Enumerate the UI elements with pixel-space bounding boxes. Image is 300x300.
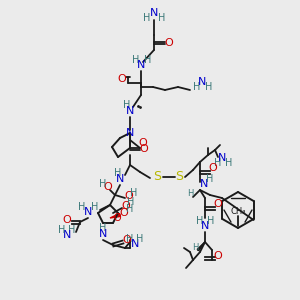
Text: H: H (144, 55, 152, 65)
Text: H: H (158, 13, 166, 23)
Text: O: O (63, 215, 71, 225)
Text: O: O (120, 208, 128, 218)
Text: O: O (113, 213, 121, 223)
Text: N: N (201, 221, 209, 231)
Text: H: H (143, 13, 151, 23)
Text: H: H (192, 242, 198, 251)
Polygon shape (197, 242, 205, 251)
Text: H: H (126, 234, 134, 244)
Text: O: O (118, 74, 126, 84)
Text: O: O (214, 199, 222, 209)
Text: H: H (187, 190, 193, 199)
Text: H: H (206, 174, 214, 184)
Text: CH₃: CH₃ (230, 206, 246, 215)
Polygon shape (110, 214, 120, 218)
Text: H: H (123, 100, 131, 110)
Text: H: H (214, 158, 222, 168)
Text: N: N (198, 77, 206, 87)
Text: H: H (136, 234, 144, 244)
Text: H: H (225, 158, 233, 168)
Text: H: H (193, 82, 201, 92)
Text: O: O (123, 235, 131, 245)
Text: N: N (63, 230, 71, 240)
Text: H: H (205, 82, 213, 92)
Text: N: N (126, 128, 134, 138)
Text: O: O (140, 144, 148, 154)
Text: H: H (68, 225, 76, 235)
Text: N: N (200, 179, 208, 189)
Text: H: H (207, 216, 215, 226)
Text: O: O (208, 163, 217, 173)
Text: O: O (165, 38, 173, 48)
Text: H: H (127, 197, 135, 207)
Text: N: N (84, 207, 92, 217)
Text: H: H (130, 188, 138, 198)
Text: O: O (214, 251, 222, 261)
Text: N: N (150, 8, 158, 18)
Text: O: O (103, 182, 112, 192)
Text: H: H (58, 225, 66, 235)
Text: N: N (99, 229, 107, 239)
Text: H: H (196, 216, 204, 226)
Text: O: O (122, 201, 130, 211)
Text: O: O (139, 138, 147, 148)
Text: H: H (114, 168, 122, 178)
Text: O: O (124, 191, 134, 201)
Text: N: N (126, 106, 134, 116)
Text: H: H (99, 179, 107, 189)
Text: N: N (131, 239, 139, 249)
Text: H: H (78, 202, 86, 212)
Text: N: N (116, 174, 124, 184)
Text: S: S (175, 170, 183, 184)
Text: H: H (91, 202, 99, 212)
Text: N: N (137, 60, 145, 70)
Text: N: N (218, 153, 226, 163)
Text: S: S (153, 170, 161, 184)
Text: H: H (99, 223, 107, 233)
Text: H: H (132, 55, 140, 65)
Text: H: H (126, 204, 134, 214)
